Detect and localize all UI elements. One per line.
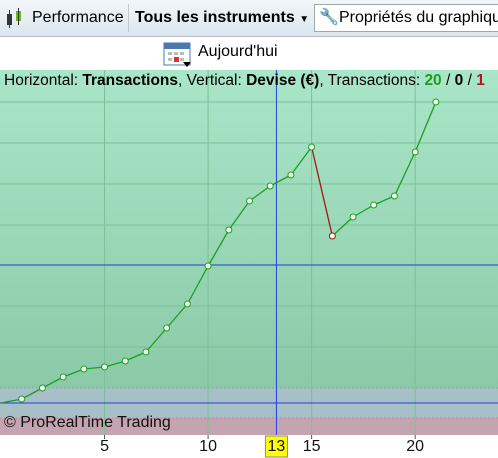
x-axis-band xyxy=(0,435,498,458)
plot-background xyxy=(0,70,498,435)
equity-segment xyxy=(166,303,188,329)
sep: / xyxy=(446,72,451,89)
point-marker xyxy=(121,357,129,365)
point-marker xyxy=(349,213,357,221)
properties-button[interactable]: 🔧 Propriétés du graphique xyxy=(314,4,498,32)
equity-segment xyxy=(42,376,64,389)
point-marker xyxy=(432,98,440,106)
equity-segment xyxy=(249,185,271,202)
equity-segment xyxy=(269,174,292,187)
equity-segment xyxy=(145,327,168,353)
label: Propriétés du graphique xyxy=(339,9,498,26)
equity-segment xyxy=(21,387,43,400)
equity-segment xyxy=(290,146,313,176)
neutral-count: 0 xyxy=(454,72,464,89)
instruments-dropdown[interactable]: Tous les instruments ▼ xyxy=(128,4,316,32)
equity-segment xyxy=(331,216,354,237)
equity-segment xyxy=(352,204,375,218)
point-marker xyxy=(80,365,88,373)
point-marker xyxy=(142,348,150,356)
x-tick-label: 10 xyxy=(199,438,217,455)
x-tick-label: 5 xyxy=(100,438,109,455)
h-label: Horizontal: xyxy=(4,72,79,89)
toolbar: Performance Tous les instruments ▼ 🔧 Prop… xyxy=(0,0,498,37)
watermark: © ProRealTime Trading xyxy=(4,414,171,431)
v-value: Devise (€) xyxy=(246,72,320,89)
equity-segment xyxy=(373,195,395,206)
info-line: Horizontal: Transactions, Vertical: Devi… xyxy=(4,72,485,90)
calendar-icon xyxy=(163,42,191,67)
point-marker xyxy=(390,192,398,200)
equity-segment xyxy=(0,398,22,404)
x-tick-label: 20 xyxy=(406,438,424,455)
candle-icon xyxy=(7,8,21,28)
equity-segment xyxy=(124,351,147,362)
winning-count: 20 xyxy=(424,72,442,89)
point-marker xyxy=(225,226,233,234)
equity-segment xyxy=(186,265,209,305)
losing-count: 1 xyxy=(476,72,485,89)
label: Tous les instruments xyxy=(135,9,295,26)
equity-segment xyxy=(207,229,230,267)
point-marker xyxy=(287,171,295,179)
point-marker xyxy=(204,262,212,270)
point-marker xyxy=(411,148,419,156)
point-marker xyxy=(38,384,46,392)
point-marker xyxy=(308,143,316,151)
performance-button[interactable]: Performance xyxy=(4,4,124,32)
h-value: Transactions xyxy=(82,72,179,89)
zone-band xyxy=(0,418,498,435)
point-marker xyxy=(266,182,274,190)
sep: / xyxy=(467,72,472,89)
equity-segment xyxy=(228,200,251,231)
point-marker xyxy=(370,201,378,209)
t-label: , Transactions: xyxy=(319,72,421,89)
point-marker xyxy=(328,232,336,240)
point-marker xyxy=(18,395,26,403)
point-marker xyxy=(59,373,67,381)
equity-segment xyxy=(393,151,416,197)
equity-segment xyxy=(310,146,333,237)
point-marker xyxy=(163,324,171,332)
date-row: Aujourd'hui xyxy=(0,37,498,70)
chart: © ProRealTime Trading 5 10 15 20 13 xyxy=(0,70,498,458)
v-label: , Vertical: xyxy=(178,72,242,89)
equity-segment xyxy=(104,360,126,368)
label: Performance xyxy=(32,9,124,26)
point-marker xyxy=(246,197,253,205)
label: Aujourd'hui xyxy=(198,43,278,60)
point-marker xyxy=(183,300,191,308)
equity-segment xyxy=(62,368,85,378)
point-marker xyxy=(101,363,109,371)
today-button[interactable]: Aujourd'hui xyxy=(163,40,303,68)
x-tick-label: 15 xyxy=(303,438,321,455)
crosshair-label: 13 xyxy=(268,438,286,455)
equity-segment xyxy=(414,101,437,153)
crosshair-label-bg xyxy=(264,435,288,458)
